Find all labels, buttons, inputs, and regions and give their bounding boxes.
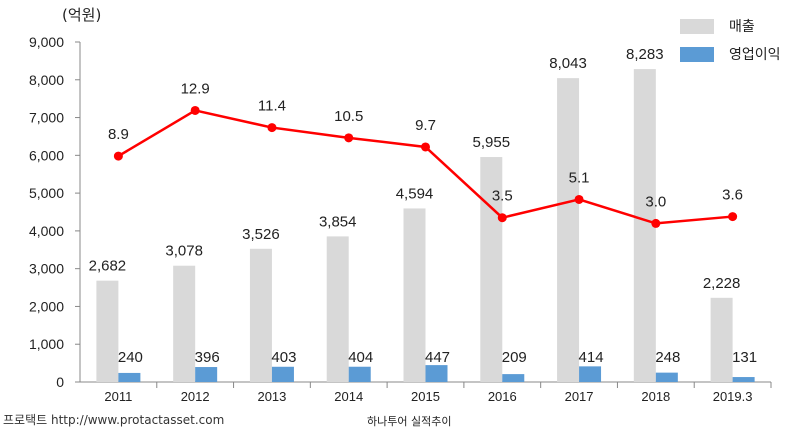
x-tick-label: 2014 — [334, 389, 363, 404]
y-tick-label: 3,000 — [29, 261, 64, 277]
y-tick-label: 7,000 — [29, 110, 64, 126]
x-tick-label: 2018 — [641, 389, 670, 404]
legend-swatch-sales — [680, 18, 714, 34]
sales-bar — [96, 280, 119, 382]
operating-profit-bar — [348, 366, 371, 382]
sales-data-label: 3,854 — [319, 213, 357, 230]
operating-profit-data-label: 248 — [655, 349, 680, 366]
y-tick-label: 1,000 — [29, 336, 64, 352]
margin-point — [497, 213, 507, 223]
operating-profit-data-label: 240 — [118, 349, 143, 366]
operating-profit-data-label: 447 — [425, 349, 450, 366]
y-tick-label: 4,000 — [29, 223, 64, 239]
sales-bar — [403, 208, 426, 382]
sales-data-label: 8,283 — [626, 46, 664, 63]
operating-profit-data-label: 403 — [271, 349, 296, 366]
sales-data-label: 4,594 — [396, 185, 434, 202]
margin-point — [190, 105, 200, 115]
margin-point — [267, 123, 277, 133]
operating-profit-bar — [118, 372, 141, 382]
sales-bar — [633, 69, 656, 382]
y-tick-label: 8,000 — [29, 72, 64, 88]
margin-point — [574, 194, 584, 204]
x-tick-label: 2013 — [257, 389, 286, 404]
margin-point — [651, 218, 661, 228]
y-tick-label: 5,000 — [29, 185, 64, 201]
operating-profit-bar — [655, 372, 678, 382]
margin-data-label: 11.4 — [258, 98, 286, 115]
margin-data-label: 3.6 — [722, 187, 743, 204]
chart-caption: 하나투어 실적추이 — [367, 415, 452, 428]
sales-data-label: 8,043 — [549, 55, 587, 72]
operating-profit-bar — [579, 366, 602, 382]
margin-point — [728, 212, 738, 222]
operating-profit-data-label: 396 — [195, 349, 220, 366]
margin-point — [113, 151, 123, 161]
margin-data-label: 3.5 — [492, 188, 513, 205]
sales-data-label: 3,526 — [242, 226, 280, 243]
x-tick-label: 2016 — [488, 389, 517, 404]
sales-data-label: 2,228 — [703, 275, 741, 292]
x-tick-label: 2019.3 — [713, 389, 753, 404]
operating-profit-data-label: 414 — [579, 349, 604, 366]
margin-point — [344, 133, 354, 143]
x-tick-label: 2012 — [181, 389, 210, 404]
margin-data-label: 10.5 — [334, 108, 363, 125]
margin-data-label: 3.0 — [645, 193, 666, 210]
x-tick-label: 2011 — [104, 389, 132, 404]
operating-profit-bar — [732, 377, 755, 382]
sales-data-label: 3,078 — [165, 243, 203, 260]
source-text: 프로택트 http://www.protactasset.com — [3, 413, 225, 427]
sales-bar — [173, 265, 196, 382]
operating-profit-data-label: 404 — [348, 349, 373, 366]
margin-point — [421, 142, 430, 152]
legend-item-operating-profit: 영업이익 — [680, 40, 781, 68]
operating-profit-data-label: 209 — [502, 349, 527, 366]
sales-data-label: 2,682 — [89, 258, 127, 275]
legend-label-operating-profit: 영업이익 — [729, 47, 781, 63]
y-tick-label: 2,000 — [29, 298, 64, 314]
operating-profit-data-label: 131 — [732, 349, 757, 366]
x-tick-label: 2017 — [565, 389, 594, 404]
legend-swatch-operating-profit — [680, 46, 714, 62]
sales-data-label: 5,955 — [473, 134, 511, 151]
y-tick-label: 0 — [56, 374, 64, 390]
operating-profit-bar — [502, 374, 525, 382]
margin-data-label: 12.9 — [181, 80, 210, 97]
sales-bar — [249, 248, 272, 382]
operating-profit-bar — [271, 366, 294, 382]
operating-profit-bar — [425, 365, 448, 382]
operating-profit-bar — [195, 367, 218, 382]
y-tick-label: 6,000 — [29, 147, 64, 163]
sales-bar — [326, 236, 349, 382]
y-axis-label: (억원) — [62, 6, 102, 24]
margin-data-label: 9.7 — [415, 117, 436, 134]
legend: 매출 영업이익 — [680, 12, 781, 68]
sales-bar — [557, 78, 580, 383]
margin-data-label: 8.9 — [108, 126, 129, 143]
legend-item-sales: 매출 — [680, 12, 781, 40]
sales-bar — [710, 297, 733, 382]
y-tick-label: 9,000 — [29, 34, 64, 50]
legend-label-sales: 매출 — [729, 19, 755, 35]
margin-data-label: 5.1 — [569, 169, 590, 186]
x-tick-label: 2015 — [411, 389, 440, 404]
